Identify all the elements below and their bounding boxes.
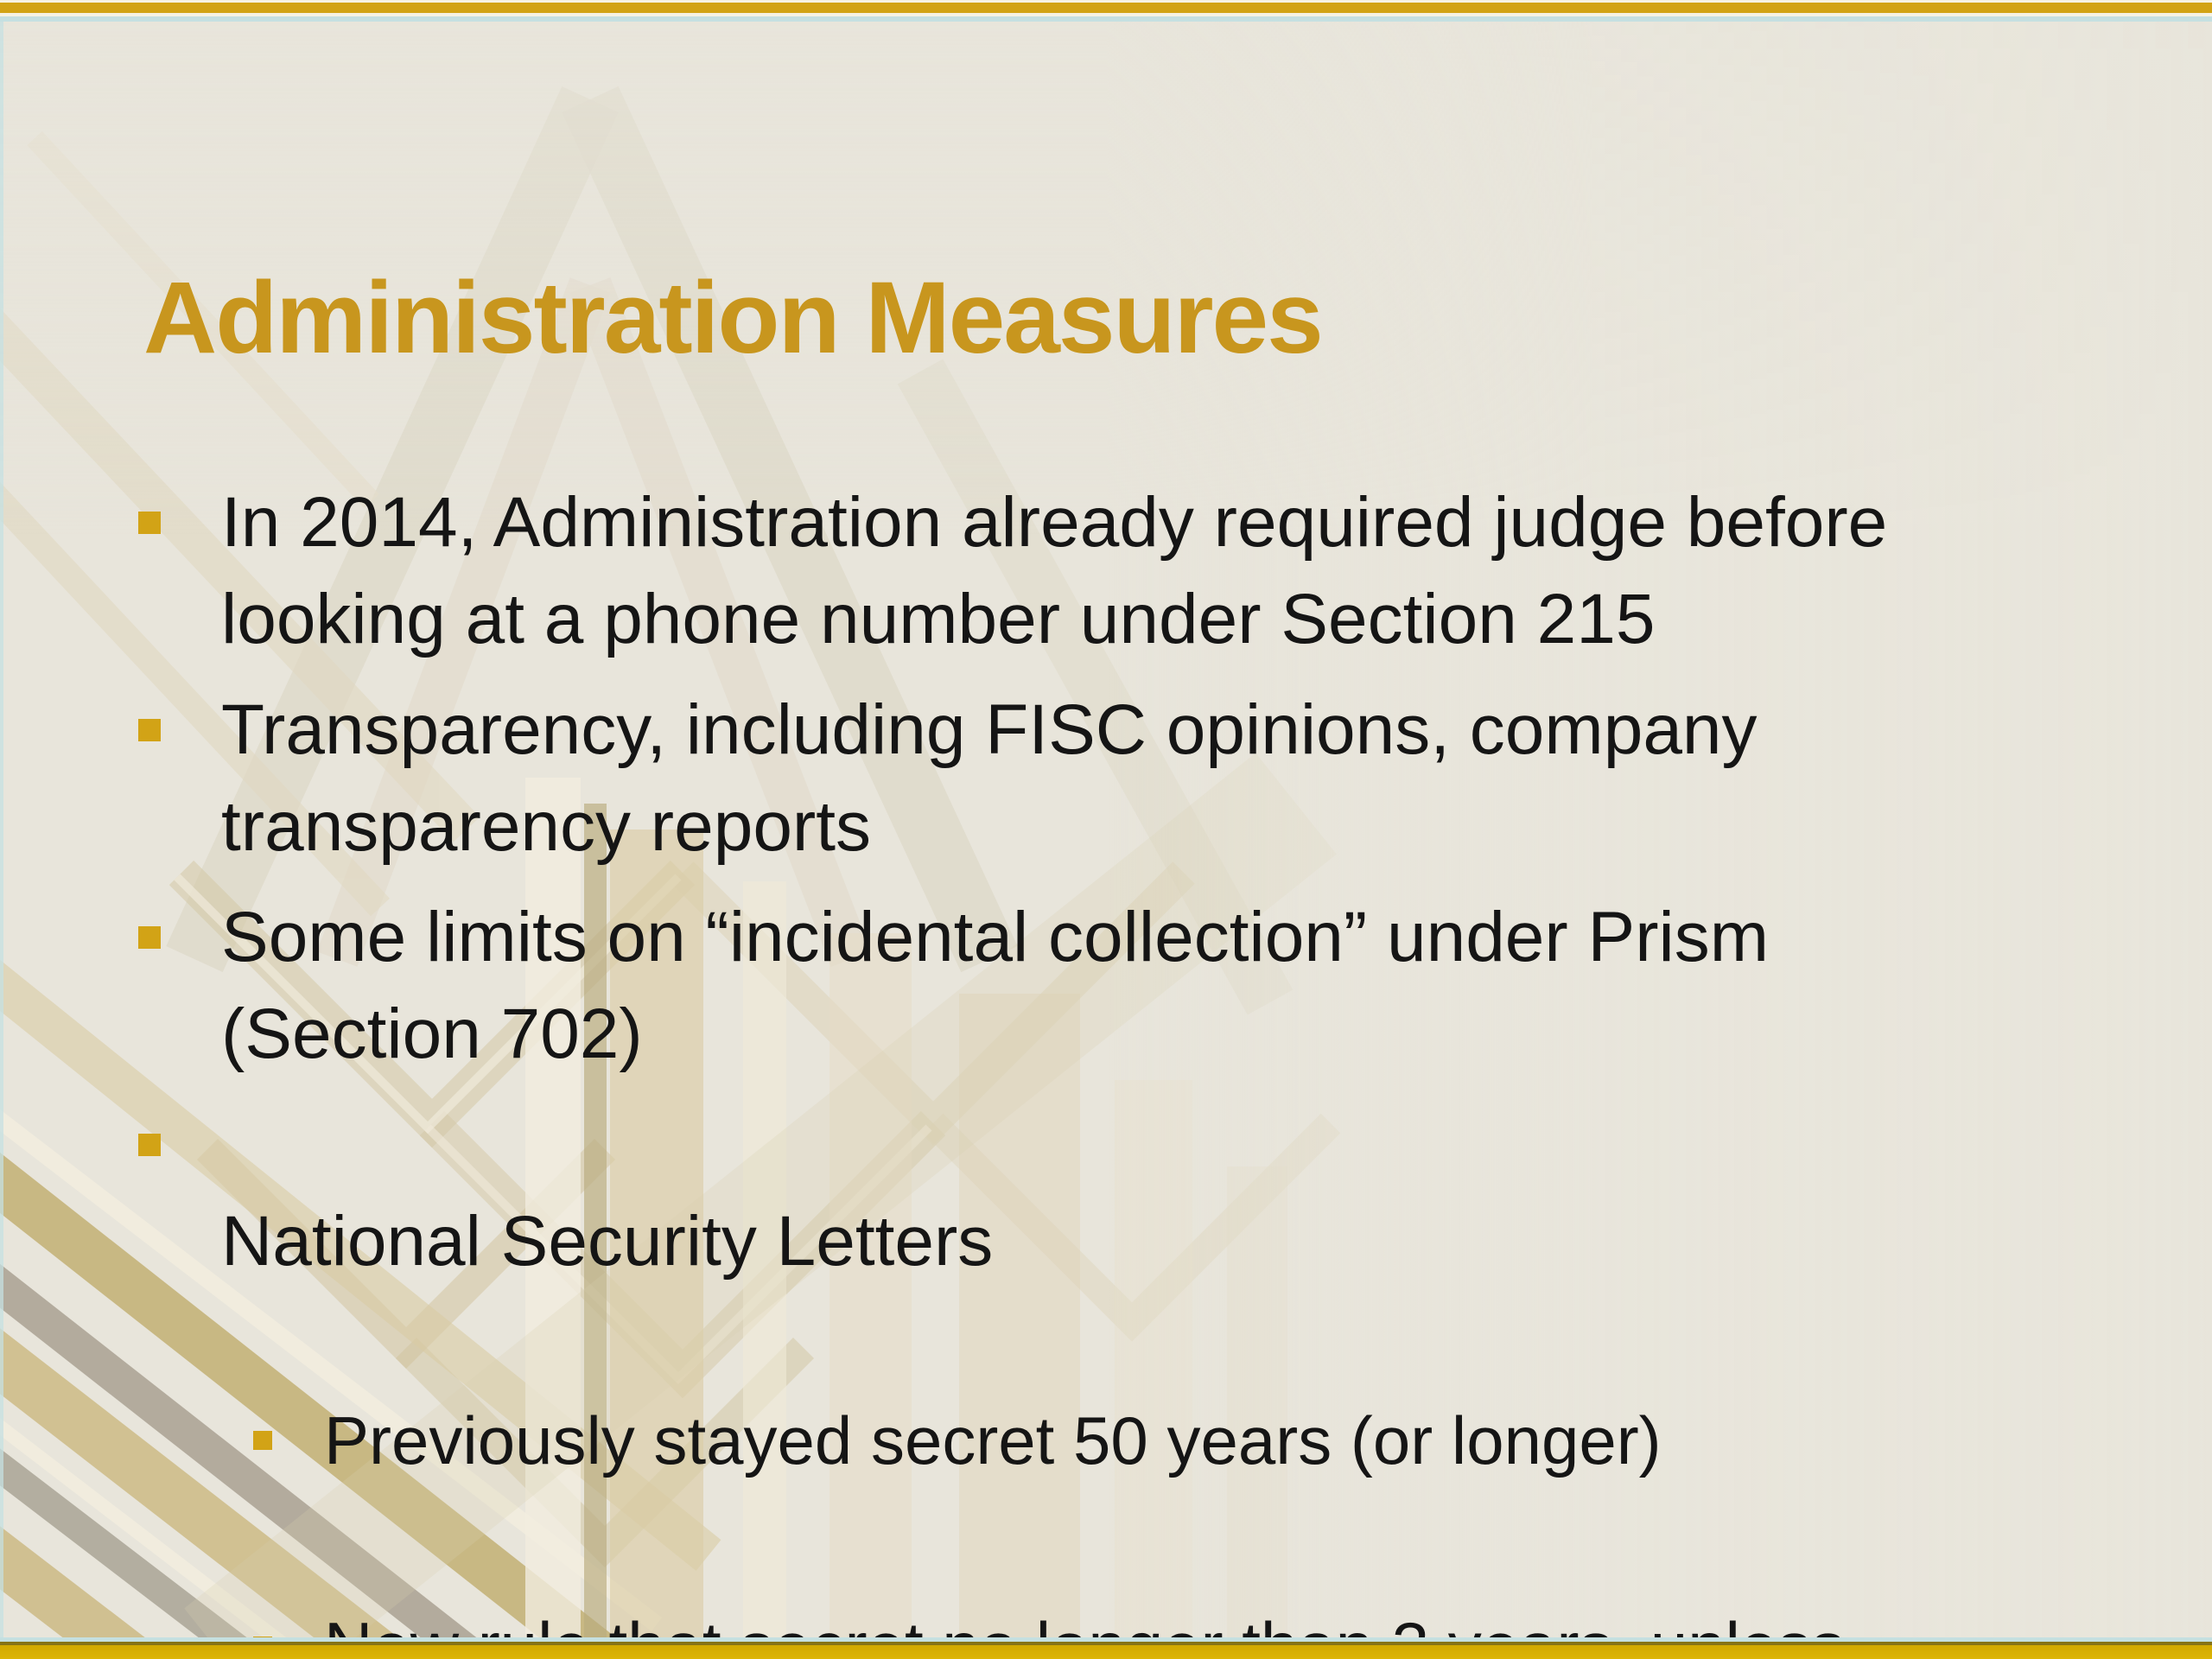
top-border (0, 0, 2212, 22)
bullet-text-group: National Security Letters Previously sta… (221, 1096, 2160, 1659)
bullet-list: In 2014, Administration already required… (138, 474, 2160, 1659)
bullet-square-icon (138, 719, 161, 741)
slide-title: Administration Measures (143, 261, 1324, 376)
bullet-square-icon (253, 1431, 272, 1450)
sub-bullet-list: Previously stayed secret 50 years (or lo… (253, 1299, 2160, 1659)
bullet-item: In 2014, Administration already required… (138, 474, 2160, 668)
bullet-text: National Security Letters (221, 1202, 994, 1281)
bullet-item: Some limits on “incidental collection” u… (138, 889, 2160, 1083)
sub-bullet-item: Previously stayed secret 50 years (or lo… (253, 1395, 2160, 1485)
left-border (0, 22, 3, 1637)
bullet-text: Transparency, including FISC opinions, c… (221, 690, 1758, 866)
bullet-square-icon (138, 1134, 161, 1156)
bullet-item: Transparency, including FISC opinions, c… (138, 682, 2160, 875)
bullet-text: In 2014, Administration already required… (221, 483, 1888, 658)
slide-body: In 2014, Administration already required… (138, 474, 2160, 1659)
bullet-text: Some limits on “incidental collection” u… (221, 898, 1770, 1073)
bottom-border (0, 1637, 2212, 1659)
bullet-square-icon (138, 926, 161, 949)
sub-bullet-text: Previously stayed secret 50 years (or lo… (324, 1402, 1662, 1478)
bullet-item: National Security Letters Previously sta… (138, 1096, 2160, 1659)
bullet-square-icon (138, 512, 161, 534)
